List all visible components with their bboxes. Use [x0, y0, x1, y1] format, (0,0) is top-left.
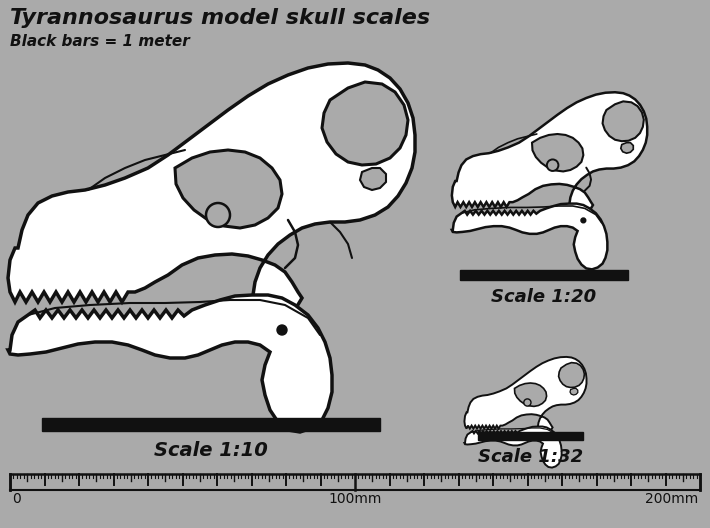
- Text: 200mm: 200mm: [645, 492, 698, 506]
- Polygon shape: [464, 427, 562, 468]
- Circle shape: [547, 159, 558, 171]
- Polygon shape: [8, 63, 415, 318]
- Text: 0: 0: [12, 492, 21, 506]
- Text: Scale 1:10: Scale 1:10: [154, 441, 268, 460]
- Polygon shape: [559, 363, 584, 388]
- Text: Scale 1:20: Scale 1:20: [491, 288, 596, 306]
- Polygon shape: [360, 168, 386, 190]
- Polygon shape: [532, 134, 584, 172]
- Polygon shape: [460, 270, 628, 280]
- Polygon shape: [515, 383, 547, 407]
- Polygon shape: [621, 143, 633, 153]
- Polygon shape: [464, 357, 586, 433]
- Text: 100mm: 100mm: [328, 492, 382, 506]
- Circle shape: [545, 436, 548, 438]
- Circle shape: [206, 203, 230, 227]
- Polygon shape: [452, 92, 648, 215]
- Polygon shape: [42, 418, 380, 431]
- Polygon shape: [8, 295, 332, 432]
- Polygon shape: [478, 432, 583, 440]
- Polygon shape: [452, 204, 607, 269]
- Text: Black bars = 1 meter: Black bars = 1 meter: [10, 34, 190, 49]
- Polygon shape: [175, 150, 282, 228]
- Circle shape: [581, 218, 586, 223]
- Circle shape: [524, 399, 531, 406]
- Circle shape: [277, 325, 287, 335]
- Text: Tyrannosaurus model skull scales: Tyrannosaurus model skull scales: [10, 8, 430, 28]
- Polygon shape: [570, 389, 578, 395]
- Text: Scale 1:32: Scale 1:32: [478, 448, 583, 466]
- Polygon shape: [603, 101, 644, 141]
- Polygon shape: [322, 82, 408, 165]
